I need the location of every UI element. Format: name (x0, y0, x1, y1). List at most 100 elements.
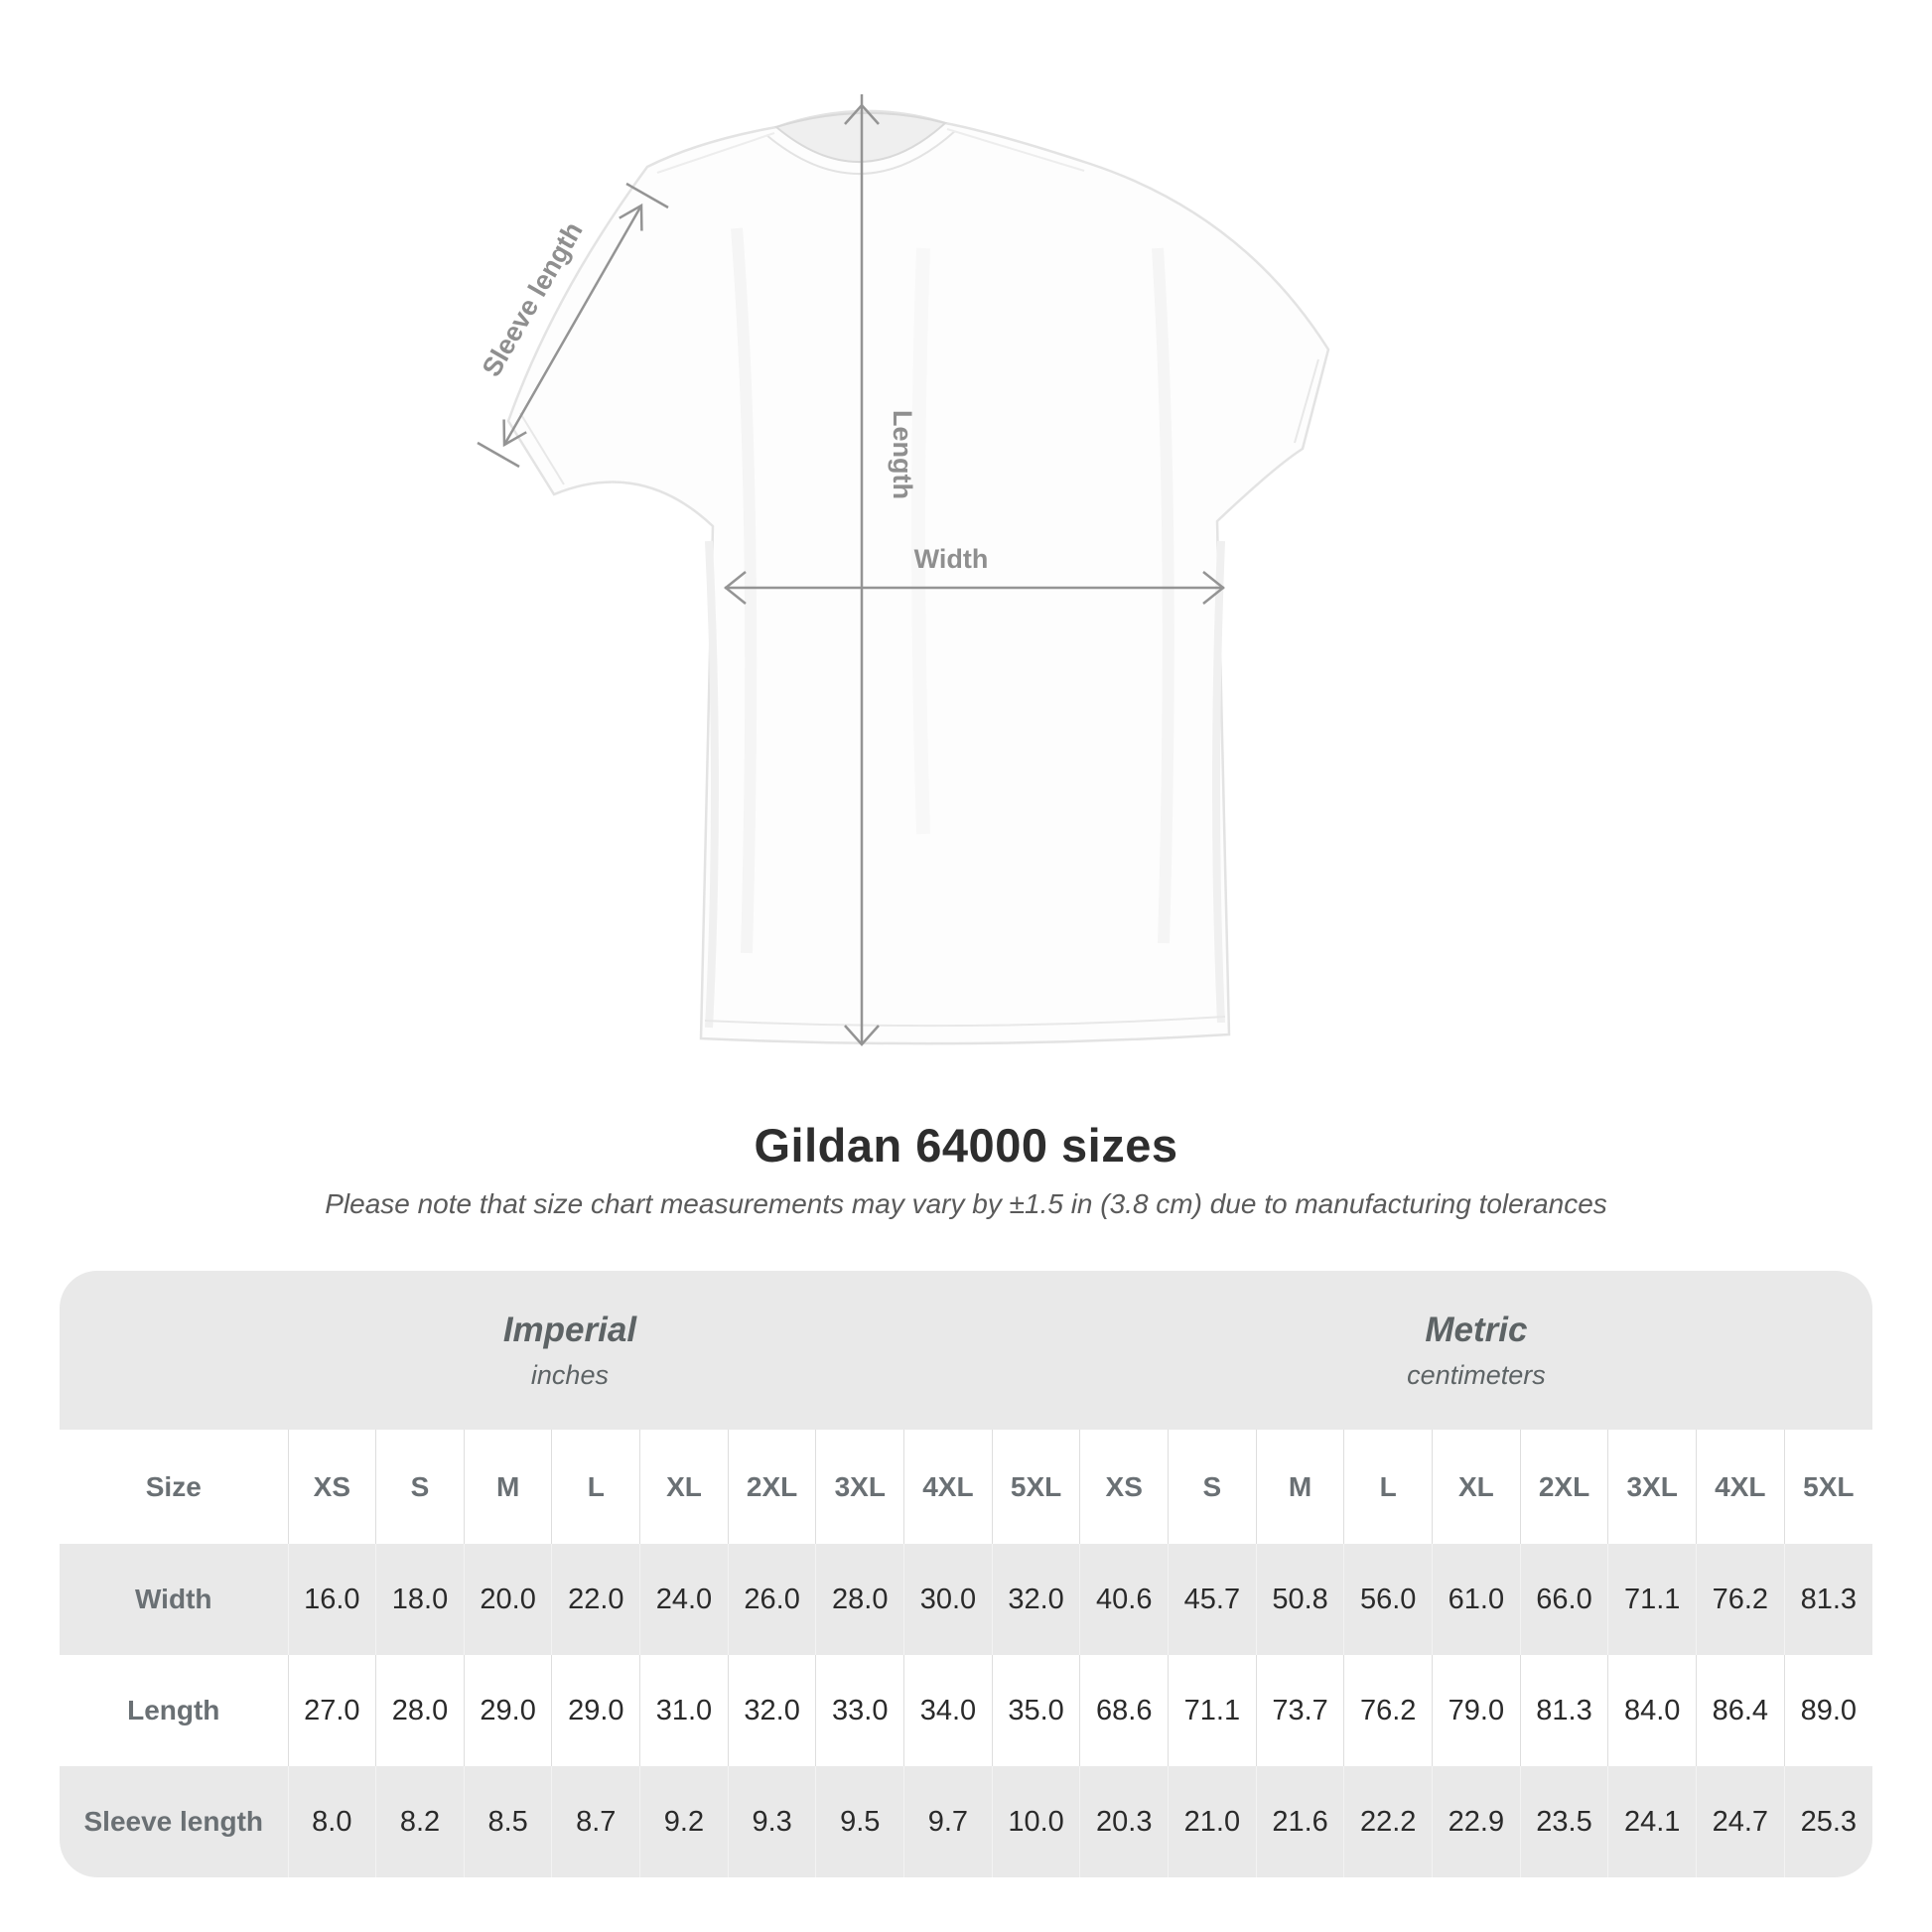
size-column-header: L (1343, 1430, 1433, 1544)
measurement-value: 33.0 (815, 1655, 904, 1766)
measurement-value: 8.5 (463, 1766, 552, 1877)
length-arrow-icon (844, 94, 880, 1046)
measurement-value: 35.0 (991, 1655, 1080, 1766)
measurement-value: 40.6 (1079, 1544, 1169, 1655)
measurement-value: 73.7 (1255, 1655, 1344, 1766)
size-column-header: XS (287, 1430, 376, 1544)
measurement-value: 32.0 (991, 1544, 1080, 1655)
measurement-value: 25.3 (1783, 1766, 1872, 1877)
measurement-value: 8.0 (287, 1766, 376, 1877)
measurement-value: 29.0 (463, 1655, 552, 1766)
measurement-value: 23.5 (1519, 1766, 1608, 1877)
measurement-value: 45.7 (1168, 1544, 1257, 1655)
measurement-value: 9.2 (639, 1766, 729, 1877)
measurement-value: 81.3 (1519, 1655, 1608, 1766)
size-corner-header: Size (145, 1470, 202, 1502)
measurement-value: 9.5 (815, 1766, 904, 1877)
width-label: Width (914, 544, 989, 574)
measurement-value: 9.3 (727, 1766, 816, 1877)
measurement-value: 26.0 (727, 1544, 816, 1655)
metric-title: Metric (1425, 1310, 1528, 1349)
measurement-value: 30.0 (903, 1544, 993, 1655)
measurement-value: 18.0 (375, 1544, 465, 1655)
measurement-value: 22.2 (1343, 1766, 1433, 1877)
size-column-header: 4XL (1696, 1430, 1785, 1544)
measurement-row: Sleeve length 8.0 8.2 8.5 8.7 9.2 9.3 9.5 9.7 10.… (60, 1766, 1872, 1877)
measurement-value: 20.3 (1079, 1766, 1169, 1877)
measurement-value: 24.7 (1696, 1766, 1785, 1877)
page-title: Gildan 64000 sizes (754, 1119, 1178, 1172)
measurement-value: 76.2 (1696, 1544, 1785, 1655)
measurement-value: 28.0 (375, 1655, 465, 1766)
measurement-value: 86.4 (1696, 1655, 1785, 1766)
units-header-row: Imperial inches Metric centimeters (60, 1271, 1872, 1430)
measurement-value: 27.0 (287, 1655, 376, 1766)
size-table: Imperial inches Metric centimeters Size … (60, 1271, 1872, 1877)
length-label: Length (888, 410, 917, 499)
measurement-value: 84.0 (1607, 1655, 1697, 1766)
measurement-value: 9.7 (903, 1766, 993, 1877)
measurement-value: 81.3 (1783, 1544, 1872, 1655)
size-column-header: 5XL (1783, 1430, 1872, 1544)
measurement-value: 21.0 (1168, 1766, 1257, 1877)
imperial-title: Imperial (502, 1310, 637, 1349)
size-table-body: Imperial inches Metric centimeters Size … (60, 1271, 1872, 1877)
measurement-value: 21.6 (1255, 1766, 1344, 1877)
size-column-header: 2XL (727, 1430, 816, 1544)
measurement-value: 31.0 (639, 1655, 729, 1766)
measurement-row: Width 16.0 18.0 20.0 22.0 24.0 26.0 28.0 30.0 32.… (60, 1544, 1872, 1655)
measurement-value: 34.0 (903, 1655, 993, 1766)
measurement-value: 24.0 (639, 1544, 729, 1655)
measurement-value: 32.0 (727, 1655, 816, 1766)
measurement-row-label: Width (135, 1584, 212, 1614)
measurement-value: 8.7 (551, 1766, 640, 1877)
measurement-value: 56.0 (1343, 1544, 1433, 1655)
measurement-row-label: Length (127, 1695, 220, 1725)
measurement-value: 66.0 (1519, 1544, 1608, 1655)
measurement-value: 50.8 (1255, 1544, 1344, 1655)
size-column-header: XL (1432, 1430, 1521, 1544)
size-column-header: 2XL (1519, 1430, 1608, 1544)
measurement-value: 29.0 (551, 1655, 640, 1766)
size-table-container: Imperial inches Metric centimeters Size … (60, 1271, 1872, 1877)
size-column-header: 4XL (903, 1430, 993, 1544)
size-column-header: 3XL (1607, 1430, 1697, 1544)
measurement-value: 22.9 (1432, 1766, 1521, 1877)
size-column-header: M (463, 1430, 552, 1544)
measurement-row: Length 27.0 28.0 29.0 29.0 31.0 32.0 33.0 34.0 35… (60, 1655, 1872, 1766)
measurement-value: 68.6 (1079, 1655, 1169, 1766)
size-header-row: Size XS S M L XL 2XL 3XL 4XL 5XL XS S M … (60, 1430, 1872, 1544)
measurement-value: 89.0 (1783, 1655, 1872, 1766)
measurement-value: 71.1 (1168, 1655, 1257, 1766)
width-arrow-icon (723, 571, 1226, 605)
measurement-value: 61.0 (1432, 1544, 1521, 1655)
size-column-header: XS (1079, 1430, 1169, 1544)
size-column-header: 3XL (815, 1430, 904, 1544)
tolerance-note: Please note that size chart measurements… (325, 1188, 1607, 1219)
size-column-header: M (1255, 1430, 1344, 1544)
measurement-value: 22.0 (551, 1544, 640, 1655)
size-column-header: XL (639, 1430, 729, 1544)
measurement-value: 24.1 (1607, 1766, 1697, 1877)
tshirt-diagram: Sleeve length Length Width (477, 94, 1330, 1046)
size-column-header: S (1168, 1430, 1257, 1544)
measurement-value: 10.0 (991, 1766, 1080, 1877)
tshirt-illustration (506, 109, 1330, 1045)
size-column-header: S (375, 1430, 465, 1544)
size-column-header: 5XL (991, 1430, 1080, 1544)
measurement-value: 16.0 (287, 1544, 376, 1655)
measurement-value: 8.2 (375, 1766, 465, 1877)
size-column-header: L (551, 1430, 640, 1544)
metric-header: Metric centimeters (1080, 1271, 1872, 1430)
metric-unit: centimeters (1407, 1359, 1546, 1390)
measurement-value: 28.0 (815, 1544, 904, 1655)
imperial-unit: inches (530, 1359, 609, 1390)
measurement-value: 71.1 (1607, 1544, 1697, 1655)
title-block: Gildan 64000 sizes Please note that size… (0, 1118, 1932, 1220)
sleeve-length-arrow-icon (477, 182, 669, 469)
imperial-header: Imperial inches (60, 1271, 1080, 1430)
measurement-row-label: Sleeve length (83, 1806, 263, 1837)
measurement-value: 76.2 (1343, 1655, 1433, 1766)
measurement-value: 79.0 (1432, 1655, 1521, 1766)
